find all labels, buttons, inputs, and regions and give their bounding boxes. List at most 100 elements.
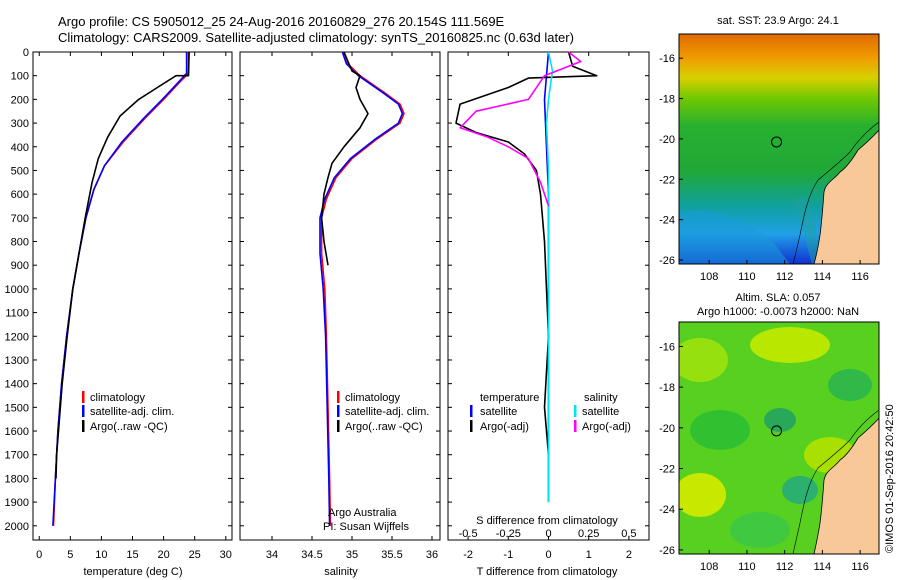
sla-anomaly bbox=[690, 410, 750, 450]
y-tick-label: 800 bbox=[11, 237, 29, 249]
temperature-axis-label: temperature (deg C) bbox=[83, 566, 182, 578]
legend-label-t-argo: Argo(-adj) bbox=[480, 421, 529, 433]
y-tick-label: 1200 bbox=[5, 331, 29, 343]
credit-line-2: PI: Susan Wijffels bbox=[323, 521, 409, 533]
legend-swatch-climatology bbox=[337, 391, 340, 403]
map-x-tick-label: 114 bbox=[814, 271, 832, 283]
map-x-tick-label: 110 bbox=[738, 271, 756, 283]
y-tick-label: 1000 bbox=[5, 284, 29, 296]
map-y-tick-label: -20 bbox=[659, 134, 675, 146]
map-y-tick-label: -24 bbox=[659, 215, 675, 227]
x-tick-label: 20 bbox=[157, 549, 169, 561]
legend-label-satellite: satellite-adj. clim. bbox=[90, 406, 174, 418]
t-difference-axis-label: T difference from climatology bbox=[477, 566, 618, 578]
x-tick-label: 30 bbox=[220, 549, 232, 561]
series-line-argo-raw-qc- bbox=[55, 51, 190, 479]
legend-swatch-satellite bbox=[337, 405, 340, 417]
sla-anomaly bbox=[679, 338, 728, 382]
map-x-tick-label: 108 bbox=[700, 271, 718, 283]
map-y-tick-label: -20 bbox=[659, 423, 675, 435]
legend-title-salinity: salinity bbox=[584, 392, 618, 404]
y-tick-label: 600 bbox=[11, 189, 29, 201]
coastline bbox=[813, 417, 879, 554]
map-x-tick-label: 110 bbox=[738, 561, 756, 573]
y-tick-label: 1400 bbox=[5, 379, 29, 391]
sst-map bbox=[679, 34, 879, 264]
legend-label-satellite: satellite-adj. clim. bbox=[345, 406, 429, 418]
legend-label-climatology: climatology bbox=[345, 392, 401, 404]
sla-anomaly bbox=[828, 369, 872, 401]
y-tick-label: 1700 bbox=[5, 450, 29, 462]
map-y-tick-label: -18 bbox=[659, 382, 675, 394]
sst-coast-band bbox=[795, 195, 824, 264]
map-x-tick-label: 112 bbox=[776, 271, 794, 283]
credit-line-1: Argo Australia bbox=[328, 507, 397, 519]
map-y-tick-label: -24 bbox=[659, 504, 675, 516]
legend-label-argo: Argo(..raw -QC) bbox=[90, 421, 168, 433]
x-tick-label: 10 bbox=[95, 549, 107, 561]
sla-anomaly bbox=[782, 476, 818, 504]
x2-tick-label: 0 bbox=[545, 528, 551, 540]
imos-watermark: ©IMOS 01-Sep-2016 20:42:50 bbox=[884, 404, 896, 553]
x-tick-label: 0 bbox=[545, 549, 551, 561]
y-tick-label: 1500 bbox=[5, 402, 29, 414]
map-y-tick-label: -16 bbox=[659, 341, 675, 353]
series-line-satellite bbox=[545, 51, 554, 503]
y-tick-label: 300 bbox=[11, 118, 29, 130]
legend-label-climatology: climatology bbox=[90, 392, 146, 404]
legend-swatch-s-argo bbox=[574, 420, 577, 432]
map-y-tick-label: -22 bbox=[659, 464, 675, 476]
legend-title-temperature: temperature bbox=[480, 392, 539, 404]
isobath bbox=[792, 409, 879, 554]
legend-swatch-satellite bbox=[82, 405, 85, 417]
x-tick-label: 35 bbox=[346, 549, 358, 561]
y-tick-label: 500 bbox=[11, 165, 29, 177]
x-tick-label: 0 bbox=[36, 549, 42, 561]
sla-anomaly bbox=[730, 512, 790, 548]
x2-tick-label: 0.25 bbox=[578, 528, 599, 540]
difference-panel: -2 -1 0 1 2 -0.5 -0.25 0 0.25 0.5 bbox=[447, 51, 650, 561]
sla-argo-position-marker bbox=[771, 425, 783, 437]
map-y-tick-label: -18 bbox=[659, 94, 675, 106]
sst-map-ticks: 108 110 112 114 116 -16 -18 -20 -22 -24 -26 bbox=[659, 53, 869, 283]
x-tick-label: 5 bbox=[67, 549, 73, 561]
difference-legend: temperature salinity satellite Argo(-adj… bbox=[470, 392, 631, 433]
x-tick-label: 35.5 bbox=[381, 549, 402, 561]
x2-tick-label: -0.25 bbox=[496, 528, 521, 540]
sla-anomaly bbox=[679, 473, 726, 517]
map-x-tick-label: 116 bbox=[851, 561, 869, 573]
x-tick-label: 34 bbox=[266, 549, 278, 561]
x-tick-label: -2 bbox=[463, 549, 473, 561]
y-tick-label: 1300 bbox=[5, 355, 29, 367]
y-tick-label: 900 bbox=[11, 260, 29, 272]
land-mass bbox=[814, 418, 879, 554]
land-mass bbox=[814, 130, 879, 264]
legend-label-argo: Argo(..raw -QC) bbox=[345, 421, 423, 433]
series-line-argo-raw-qc- bbox=[320, 51, 369, 266]
y-tick-label: 700 bbox=[11, 213, 29, 225]
map-y-tick-label: -22 bbox=[659, 174, 675, 186]
sla-map-ticks: 108 110 112 114 116 -16 -18 -20 -22 -24 -26 bbox=[659, 341, 869, 573]
map-x-tick-label: 112 bbox=[776, 561, 794, 573]
s-difference-axis-label: S difference from climatology bbox=[476, 515, 618, 527]
map-y-tick-label: -16 bbox=[659, 53, 675, 65]
x-tick-label: 36 bbox=[426, 549, 438, 561]
header-line-1: Argo profile: CS 5905012_25 24-Aug-2016 … bbox=[58, 14, 505, 29]
coastline bbox=[813, 129, 879, 264]
legend-label-s-satellite: satellite bbox=[582, 406, 619, 418]
map-y-tick-label: -26 bbox=[659, 255, 675, 267]
x2-tick-label: -0.5 bbox=[459, 528, 478, 540]
plot-frame bbox=[239, 51, 441, 541]
map-y-tick-label: -26 bbox=[659, 545, 675, 557]
y-tick-label: 200 bbox=[11, 94, 29, 106]
sla-map-frame bbox=[678, 321, 880, 555]
map-x-tick-label: 116 bbox=[851, 271, 869, 283]
y-tick-label: 1900 bbox=[5, 497, 29, 509]
legend-label-t-satellite: satellite bbox=[480, 406, 517, 418]
salinity-axis-label: salinity bbox=[324, 566, 358, 578]
sla-map-title-2: Argo h1000: -0.0073 h2000: NaN bbox=[697, 306, 859, 318]
salinity-panel: 34 34.5 35 35.5 36 bbox=[239, 51, 441, 561]
legend-swatch-t-argo bbox=[470, 420, 473, 432]
sst-map-frame bbox=[678, 33, 880, 265]
sla-anomaly bbox=[764, 408, 796, 432]
